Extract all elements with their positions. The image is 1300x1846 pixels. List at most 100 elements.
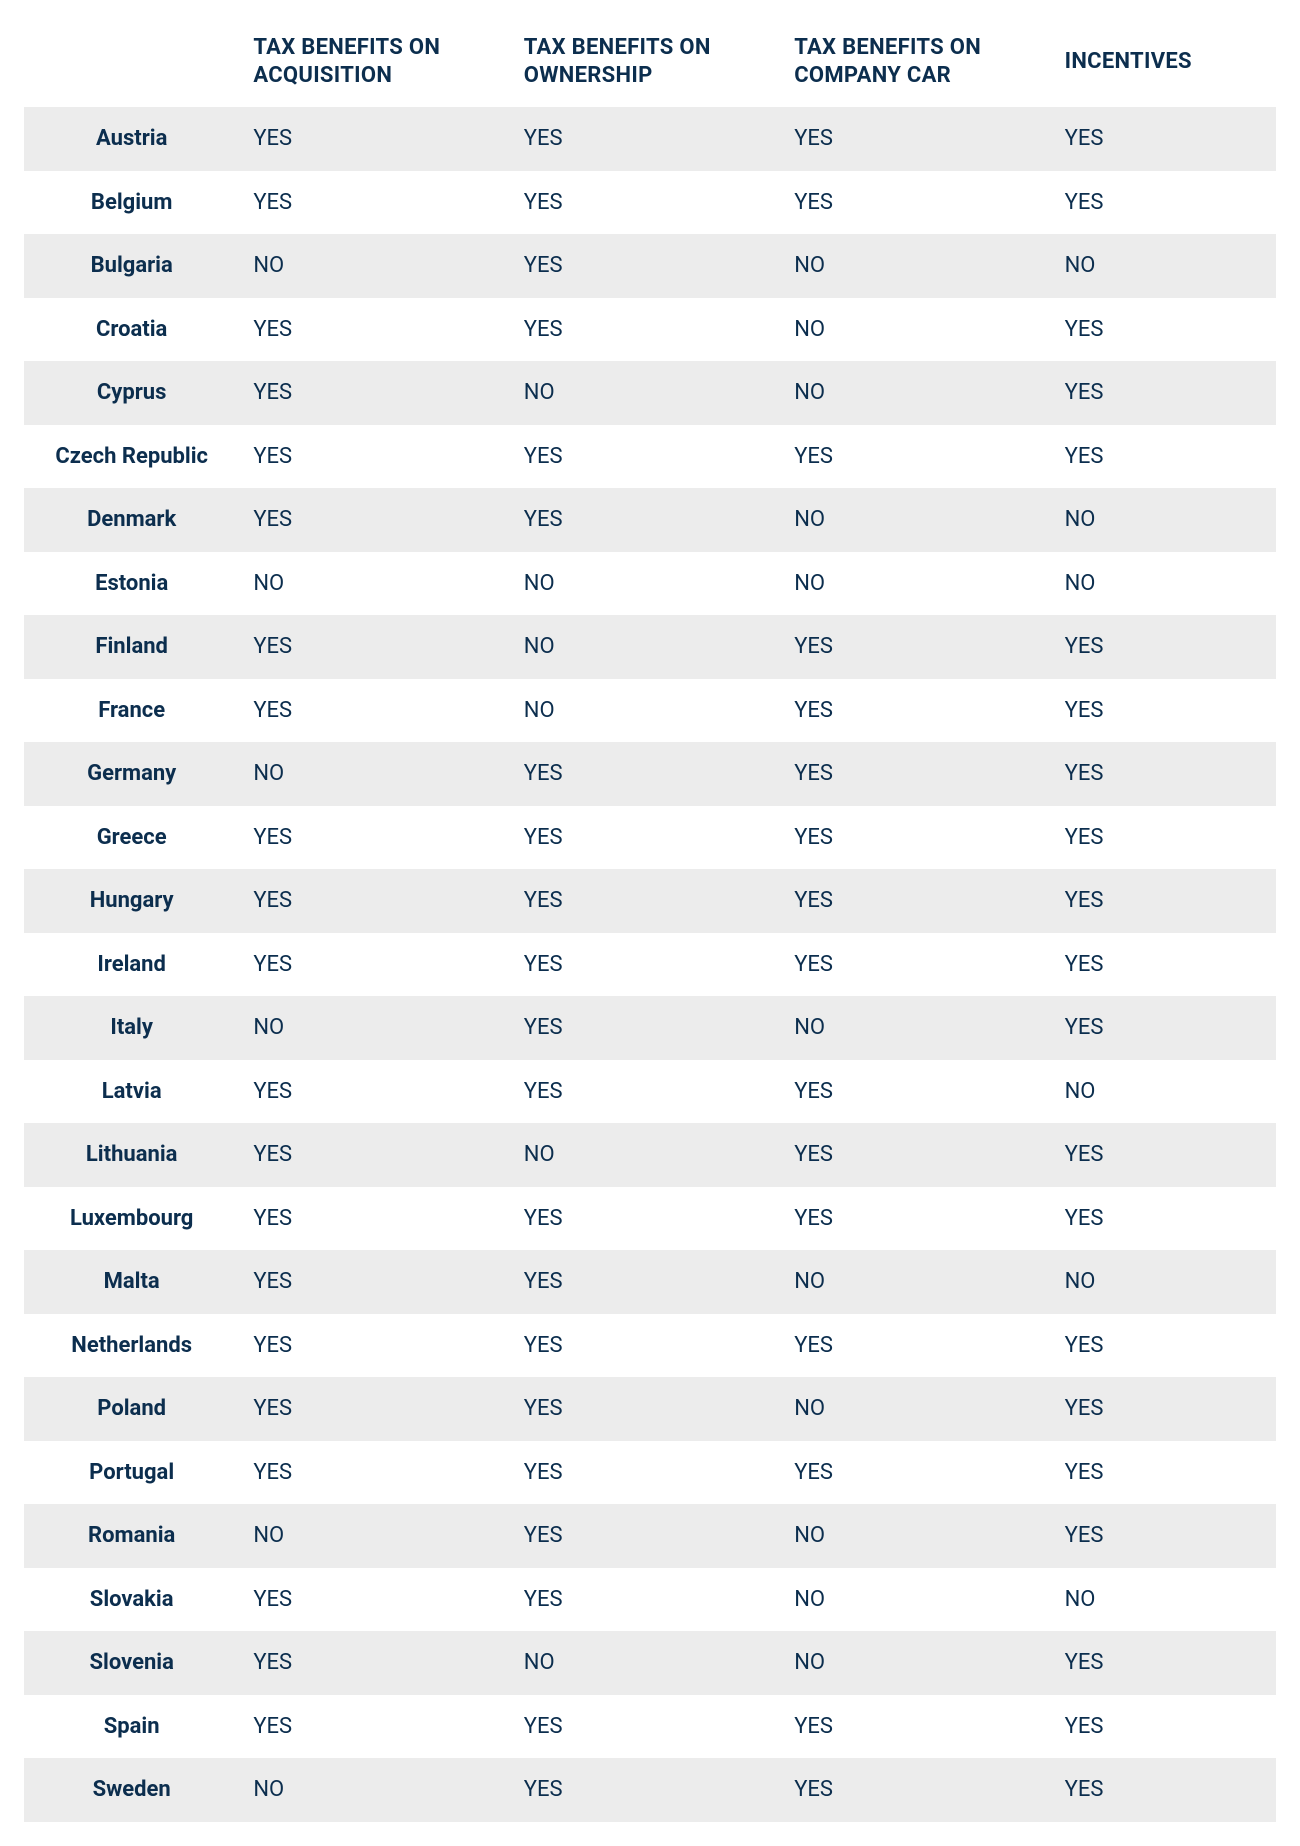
table-row: SpainYESYESYESYES — [24, 1695, 1276, 1759]
cell-incentives: NO — [1051, 552, 1276, 616]
cell-company-car: YES — [780, 107, 1050, 171]
table-row: LuxembourgYESYESYESYES — [24, 1187, 1276, 1251]
table-row: PolandYESYESNOYES — [24, 1377, 1276, 1441]
cell-country: Sweden — [24, 1758, 239, 1822]
col-header-acquisition: TAX BENEFITS ON ACQUISITION — [239, 24, 509, 107]
cell-ownership: NO — [510, 1631, 780, 1695]
cell-country: Croatia — [24, 298, 239, 362]
cell-acquisition: NO — [239, 1758, 509, 1822]
col-header-incentives: INCENTIVES — [1051, 24, 1276, 107]
cell-ownership: YES — [510, 298, 780, 362]
cell-country: Slovakia — [24, 1568, 239, 1632]
cell-country: Netherlands — [24, 1314, 239, 1378]
cell-acquisition: YES — [239, 1123, 509, 1187]
cell-country: Denmark — [24, 488, 239, 552]
cell-incentives: YES — [1051, 1123, 1276, 1187]
cell-incentives: YES — [1051, 1504, 1276, 1568]
cell-acquisition: NO — [239, 996, 509, 1060]
cell-ownership: YES — [510, 234, 780, 298]
table-header-row: TAX BENEFITS ON ACQUISITION TAX BENEFITS… — [24, 24, 1276, 107]
cell-company-car: NO — [780, 1250, 1050, 1314]
tax-benefits-table: TAX BENEFITS ON ACQUISITION TAX BENEFITS… — [24, 24, 1276, 1822]
cell-company-car: YES — [780, 1758, 1050, 1822]
cell-ownership: YES — [510, 1060, 780, 1124]
cell-incentives: YES — [1051, 1377, 1276, 1441]
cell-country: Poland — [24, 1377, 239, 1441]
cell-ownership: YES — [510, 1568, 780, 1632]
cell-acquisition: YES — [239, 171, 509, 235]
cell-ownership: YES — [510, 171, 780, 235]
col-header-ownership: TAX BENEFITS ON OWNERSHIP — [510, 24, 780, 107]
table-row: AustriaYESYESYESYES — [24, 107, 1276, 171]
cell-company-car: YES — [780, 806, 1050, 870]
cell-company-car: YES — [780, 425, 1050, 489]
cell-incentives: YES — [1051, 679, 1276, 743]
cell-company-car: YES — [780, 1123, 1050, 1187]
col-header-country — [24, 24, 239, 107]
cell-acquisition: YES — [239, 679, 509, 743]
cell-country: Portugal — [24, 1441, 239, 1505]
cell-ownership: YES — [510, 996, 780, 1060]
table-row: MaltaYESYESNONO — [24, 1250, 1276, 1314]
cell-acquisition: YES — [239, 1441, 509, 1505]
cell-acquisition: YES — [239, 361, 509, 425]
table-body: AustriaYESYESYESYESBelgiumYESYESYESYESBu… — [24, 107, 1276, 1822]
cell-company-car: NO — [780, 361, 1050, 425]
cell-incentives: YES — [1051, 615, 1276, 679]
cell-company-car: YES — [780, 933, 1050, 997]
cell-incentives: YES — [1051, 1631, 1276, 1695]
cell-company-car: YES — [780, 1060, 1050, 1124]
cell-company-car: NO — [780, 298, 1050, 362]
cell-country: Greece — [24, 806, 239, 870]
cell-incentives: YES — [1051, 933, 1276, 997]
cell-acquisition: YES — [239, 1377, 509, 1441]
cell-acquisition: YES — [239, 298, 509, 362]
cell-incentives: YES — [1051, 107, 1276, 171]
cell-ownership: YES — [510, 806, 780, 870]
cell-incentives: YES — [1051, 1695, 1276, 1759]
table-row: DenmarkYESYESNONO — [24, 488, 1276, 552]
cell-country: Estonia — [24, 552, 239, 616]
table-row: HungaryYESYESYESYES — [24, 869, 1276, 933]
cell-ownership: NO — [510, 361, 780, 425]
cell-ownership: YES — [510, 1504, 780, 1568]
cell-ownership: YES — [510, 107, 780, 171]
cell-ownership: YES — [510, 1695, 780, 1759]
cell-company-car: NO — [780, 1504, 1050, 1568]
cell-incentives: YES — [1051, 742, 1276, 806]
table-row: SloveniaYESNONOYES — [24, 1631, 1276, 1695]
cell-incentives: YES — [1051, 425, 1276, 489]
cell-incentives: NO — [1051, 1250, 1276, 1314]
table-row: CroatiaYESYESNOYES — [24, 298, 1276, 362]
cell-acquisition: YES — [239, 1314, 509, 1378]
cell-incentives: YES — [1051, 298, 1276, 362]
cell-company-car: YES — [780, 742, 1050, 806]
cell-ownership: YES — [510, 488, 780, 552]
cell-acquisition: YES — [239, 1250, 509, 1314]
cell-country: Slovenia — [24, 1631, 239, 1695]
cell-company-car: YES — [780, 1441, 1050, 1505]
cell-ownership: YES — [510, 742, 780, 806]
cell-acquisition: YES — [239, 107, 509, 171]
table-row: ItalyNOYESNOYES — [24, 996, 1276, 1060]
table-row: PortugalYESYESYESYES — [24, 1441, 1276, 1505]
cell-incentives: YES — [1051, 806, 1276, 870]
cell-acquisition: NO — [239, 552, 509, 616]
cell-ownership: NO — [510, 1123, 780, 1187]
cell-ownership: NO — [510, 552, 780, 616]
cell-incentives: NO — [1051, 488, 1276, 552]
cell-company-car: YES — [780, 869, 1050, 933]
cell-ownership: YES — [510, 933, 780, 997]
cell-company-car: NO — [780, 488, 1050, 552]
cell-country: Ireland — [24, 933, 239, 997]
col-header-company-car: TAX BENEFITS ON COMPANY CAR — [780, 24, 1050, 107]
cell-ownership: YES — [510, 425, 780, 489]
cell-country: Malta — [24, 1250, 239, 1314]
cell-country: Czech Republic — [24, 425, 239, 489]
cell-country: France — [24, 679, 239, 743]
table-row: BulgariaNOYESNONO — [24, 234, 1276, 298]
cell-company-car: YES — [780, 679, 1050, 743]
cell-country: Latvia — [24, 1060, 239, 1124]
table-row: FinlandYESNOYESYES — [24, 615, 1276, 679]
cell-incentives: NO — [1051, 1568, 1276, 1632]
